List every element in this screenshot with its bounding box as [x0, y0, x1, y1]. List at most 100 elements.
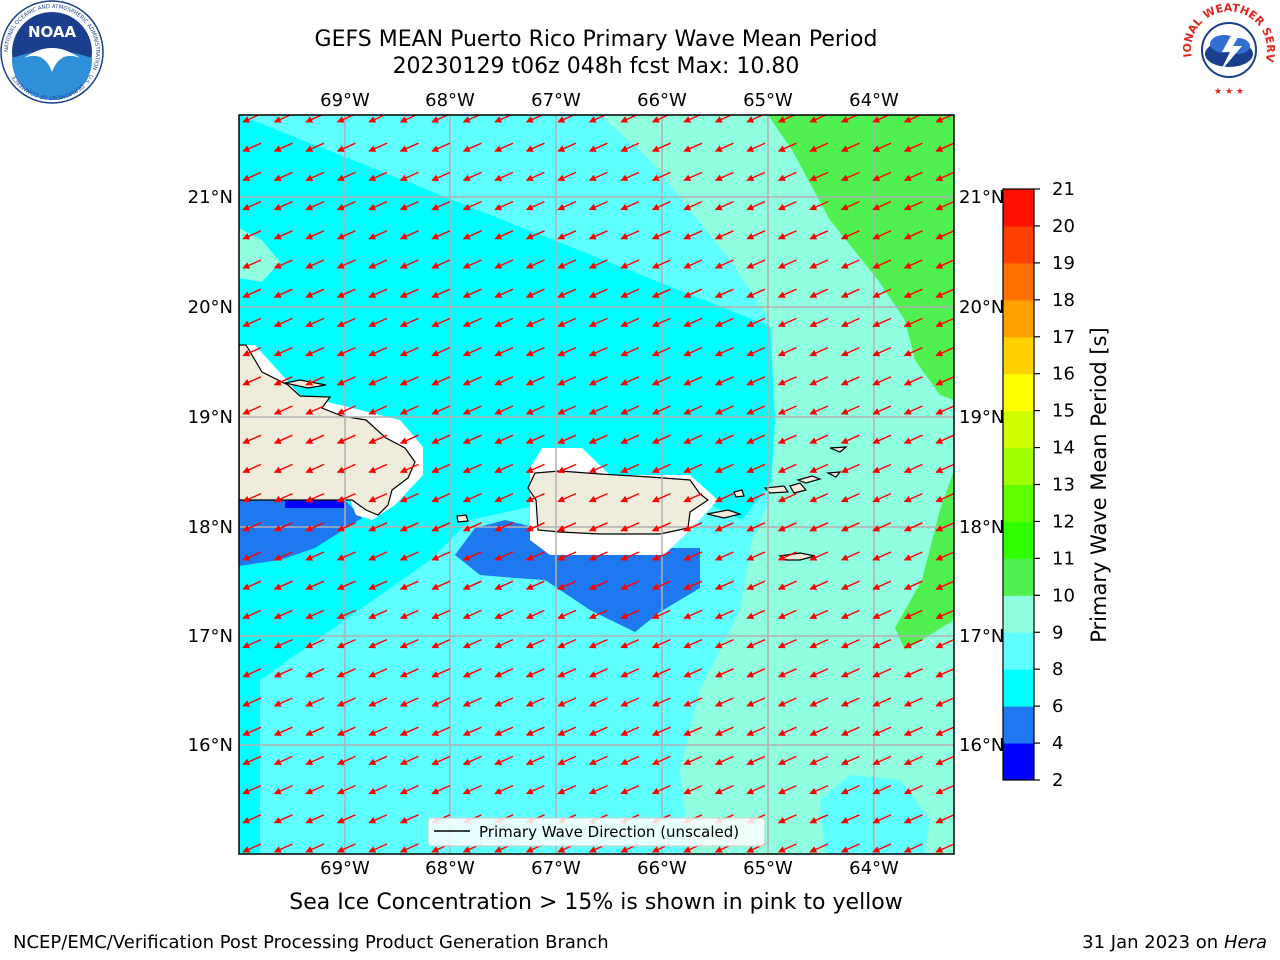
wave-arrow: [368, 346, 388, 357]
wave-arrow: [273, 668, 293, 678]
wave-arrow: [872, 463, 892, 474]
wave-arrow: [557, 288, 577, 298]
wave-arrow: [336, 492, 356, 503]
wave-arrow: [746, 609, 766, 620]
wave-arrow: [588, 288, 608, 298]
wave-arrow: [399, 609, 419, 620]
wave-arrow: [242, 288, 262, 298]
wave-arrow: [809, 580, 829, 590]
wave-arrow: [525, 668, 545, 678]
wave-arrow: [935, 843, 954, 853]
wave-arrow: [525, 200, 545, 211]
wave-arrow: [305, 463, 325, 474]
wave-arrow: [462, 434, 482, 444]
wave-arrow: [840, 346, 860, 357]
wave-arrow: [336, 522, 356, 532]
wave-arrow: [462, 230, 482, 240]
wave-arrow: [399, 200, 419, 211]
wave-arrow: [336, 288, 356, 298]
wave-arrow: [305, 200, 325, 211]
wave-arrow: [368, 171, 388, 182]
wave-arrow: [840, 580, 860, 590]
wave-arrow: [935, 200, 954, 211]
wave-arrow: [588, 522, 608, 532]
wave-arrow: [777, 405, 797, 415]
wave-arrow: [494, 668, 514, 678]
wave-arrow: [620, 376, 640, 386]
wave-arrow: [683, 346, 703, 357]
colorbar-tick-label: 11: [1052, 548, 1075, 569]
wave-arrow: [242, 463, 262, 474]
wave-arrow: [399, 463, 419, 474]
wave-arrow: [903, 726, 923, 736]
wave-arrow: [242, 580, 262, 590]
wave-arrow: [840, 814, 860, 824]
wave-arrow: [494, 697, 514, 707]
wave-arrow: [462, 784, 482, 795]
wave-arrow: [777, 522, 797, 532]
wave-arrow: [651, 259, 671, 269]
wave-arrow: [714, 638, 734, 649]
wave-arrow: [273, 434, 293, 444]
wave-arrow: [714, 726, 734, 736]
wave-arrow: [431, 142, 451, 152]
wave-arrow: [273, 142, 293, 152]
wave-arrow: [872, 843, 892, 853]
st-john-island: [789, 482, 808, 494]
wave-arrow: [273, 843, 293, 853]
wave-arrow: [872, 259, 892, 269]
wave-arrow: [368, 609, 388, 620]
wave-arrow: [399, 784, 419, 795]
wave-arrow: [305, 726, 325, 736]
wave-arrow: [588, 726, 608, 736]
culebra-island: [733, 489, 745, 498]
wave-arrow: [777, 609, 797, 620]
wave-arrow: [746, 668, 766, 678]
lon-label-bottom-65w: 65°W: [743, 858, 793, 879]
wave-arrow: [872, 522, 892, 532]
wave-arrow: [462, 346, 482, 357]
colorbar-tick-label: 17: [1052, 327, 1075, 348]
colorbar-band: [1003, 521, 1034, 559]
wave-arrow: [872, 638, 892, 649]
wave-arrow: [273, 609, 293, 620]
wave-arrow: [872, 580, 892, 590]
wave-arrow: [399, 317, 419, 328]
wave-arrow: [462, 580, 482, 590]
wave-arrow: [903, 580, 923, 590]
wave-arrow: [431, 463, 451, 474]
wave-arrow: [368, 638, 388, 649]
wave-arrow: [305, 551, 325, 561]
wave-arrow: [746, 200, 766, 211]
wave-arrow: [714, 580, 734, 590]
wave-arrow: [273, 697, 293, 707]
colorbar-ticks: 2 4 6 8 9 10 11 12 13 14 15 16 17 18 19 20 21: [1034, 179, 1075, 791]
wave-arrow: [336, 376, 356, 386]
wave-arrow: [336, 638, 356, 649]
wave-arrow: [651, 230, 671, 240]
lat-label-left-19n: 19°N: [188, 407, 233, 428]
wave-arrow: [840, 492, 860, 503]
wave-arrow: [935, 376, 954, 386]
colorbar-band: [1003, 410, 1034, 449]
wave-arrow: [242, 171, 262, 182]
wave-arrow: [746, 259, 766, 269]
wave-arrow: [305, 346, 325, 357]
colorbar-tick-label: 19: [1052, 253, 1075, 274]
period-fill-10-11: [768, 115, 954, 400]
wave-arrow: [935, 814, 954, 824]
wave-arrow: [746, 726, 766, 736]
wave-arrow: [935, 522, 954, 532]
wave-arrow: [872, 697, 892, 707]
wave-arrow: [840, 843, 860, 853]
wave-arrow: [903, 551, 923, 561]
colorbar-tick-label: 8: [1052, 659, 1063, 680]
wave-arrow: [494, 346, 514, 357]
wave-arrow: [714, 376, 734, 386]
wave-arrow: [525, 288, 545, 298]
wave-arrow: [273, 784, 293, 795]
wave-arrow: [399, 638, 419, 649]
wave-arrow: [683, 638, 703, 649]
period-fill-9-10: [600, 115, 954, 854]
wave-arrow: [305, 814, 325, 824]
